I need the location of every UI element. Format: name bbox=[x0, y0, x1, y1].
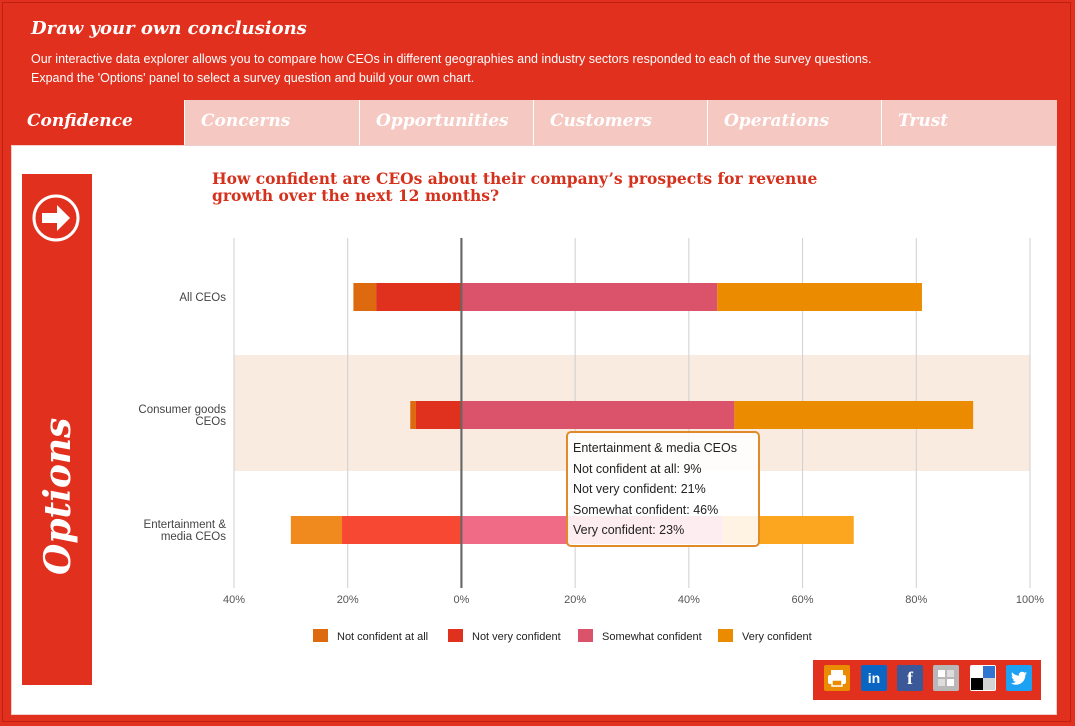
intro-line-1: Our interactive data explorer allows you… bbox=[31, 52, 872, 66]
bar-segment bbox=[734, 401, 974, 429]
tab-confidence[interactable]: Confidence bbox=[11, 100, 184, 145]
digg-icon bbox=[938, 670, 954, 686]
legend-swatch bbox=[313, 629, 328, 642]
tab-trust[interactable]: Trust bbox=[881, 100, 1057, 145]
legend-label: Very confident bbox=[742, 631, 812, 643]
category-label: All CEOs bbox=[179, 292, 226, 304]
arrow-right-icon[interactable] bbox=[30, 192, 82, 244]
x-tick-label: 0% bbox=[453, 594, 469, 606]
x-tick-label: 40% bbox=[678, 594, 700, 606]
print-button[interactable] bbox=[824, 665, 850, 691]
x-tick-label: 40% bbox=[223, 594, 245, 606]
tab-customers[interactable]: Customers bbox=[533, 100, 707, 145]
x-tick-label: 60% bbox=[792, 594, 814, 606]
twitter-icon bbox=[1011, 671, 1027, 685]
bar-segment bbox=[376, 283, 462, 311]
bar-segment bbox=[342, 516, 462, 544]
legend-swatch bbox=[448, 629, 463, 642]
linkedin-icon: in bbox=[867, 670, 881, 686]
tooltip-line: Somewhat confident: 46% bbox=[573, 502, 719, 517]
facebook-icon: f bbox=[907, 668, 913, 688]
delicious-icon bbox=[971, 666, 995, 690]
share-bar: in f bbox=[813, 660, 1041, 700]
tooltip-title: Entertainment & media CEOs bbox=[573, 441, 737, 455]
x-tick-label: 80% bbox=[905, 594, 927, 606]
legend-swatch bbox=[578, 629, 593, 642]
tab-operations[interactable]: Operations bbox=[707, 100, 881, 145]
tooltip-line: Not confident at all: 9% bbox=[573, 461, 702, 476]
legend-label: Not very confident bbox=[472, 631, 561, 643]
chart-title: How confident are CEOs about their compa… bbox=[212, 169, 818, 205]
legend-swatch bbox=[718, 629, 733, 642]
linkedin-button[interactable]: in bbox=[861, 665, 887, 691]
x-tick-label: 20% bbox=[564, 594, 586, 606]
bar-segment bbox=[410, 401, 416, 429]
bar-segment bbox=[353, 283, 377, 311]
bar-segment bbox=[461, 283, 718, 311]
tab-opportunities[interactable]: Opportunities bbox=[359, 100, 533, 145]
print-icon bbox=[828, 670, 846, 687]
options-label: Options bbox=[37, 417, 79, 575]
page-title: Draw your own conclusions bbox=[31, 18, 307, 39]
options-panel-toggle[interactable]: Options bbox=[22, 174, 92, 685]
bar-segment bbox=[461, 401, 735, 429]
tab-bar: Confidence Concerns Opportunities Custom… bbox=[11, 100, 1057, 146]
tooltip-line: Very confident: 23% bbox=[573, 523, 685, 537]
chart-tooltip: Entertainment & media CEOs Not confident… bbox=[566, 431, 760, 547]
legend-label: Not confident at all bbox=[337, 631, 428, 643]
bar-segment bbox=[717, 283, 922, 311]
category-label: media CEOs bbox=[161, 531, 226, 543]
category-label: CEOs bbox=[195, 416, 226, 428]
delicious-button[interactable] bbox=[970, 665, 996, 691]
category-label: Consumer goods bbox=[138, 404, 226, 416]
legend-label: Somewhat confident bbox=[602, 631, 702, 643]
category-label: Entertainment & bbox=[144, 519, 227, 531]
bar-segment bbox=[415, 401, 462, 429]
intro-line-2: Expand the 'Options' panel to select a s… bbox=[31, 71, 475, 85]
x-tick-label: 100% bbox=[1016, 594, 1044, 606]
tooltip-line: Not very confident: 21% bbox=[573, 482, 706, 496]
bar-segment bbox=[290, 516, 343, 544]
x-tick-label: 20% bbox=[337, 594, 359, 606]
digg-button[interactable] bbox=[933, 665, 959, 691]
facebook-button[interactable]: f bbox=[897, 665, 923, 691]
twitter-button[interactable] bbox=[1006, 665, 1032, 691]
bar-chart: 40% 20% 0% 20% 40% 60% 80% 100% All CEOs Consumer… bbox=[138, 238, 1044, 643]
tab-concerns[interactable]: Concerns bbox=[184, 100, 359, 145]
